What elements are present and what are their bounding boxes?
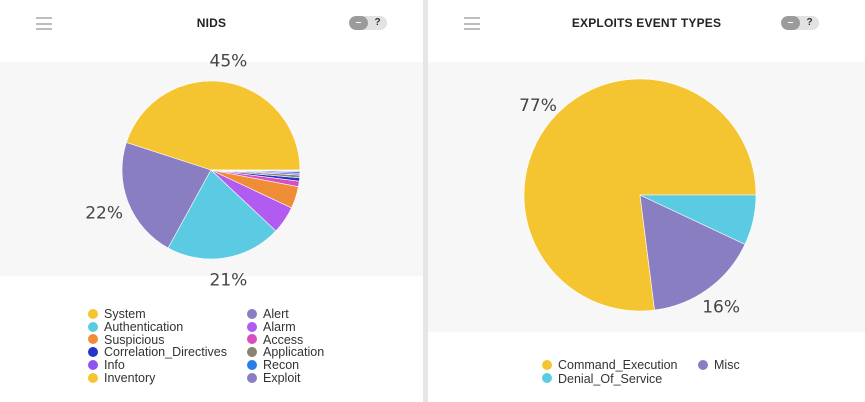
minimize-button[interactable]: – [349, 16, 368, 30]
legend-swatch [88, 321, 98, 332]
legend-item-alarm[interactable]: Alarm [247, 319, 296, 334]
pie-slice-misc[interactable] [639, 194, 746, 311]
legend-swatch [247, 334, 257, 345]
legend-label: Recon [263, 358, 300, 373]
legend-swatch [88, 372, 98, 383]
legend-item-exploit[interactable]: Exploit [247, 372, 301, 385]
legend-label: Application [263, 345, 325, 360]
legend-item-authentication[interactable]: Authentication [88, 319, 184, 334]
legend-swatch [698, 359, 708, 370]
legend-item-denial-of-service[interactable]: Denial_Of_Service [542, 371, 663, 386]
legend-item-suspicious[interactable]: Suspicious [88, 332, 165, 347]
legend-item-application[interactable]: Application [247, 346, 324, 359]
legend-label: Info [104, 358, 125, 373]
legend-swatch [88, 347, 98, 358]
legend-swatch [247, 321, 257, 332]
legend-item-misc[interactable]: Misc [698, 359, 740, 372]
legend-label: Authentication [104, 319, 184, 334]
panel-controls: – ? [781, 16, 819, 30]
pie-slice-authentication[interactable] [167, 169, 277, 260]
legend-item-access[interactable]: Access [247, 332, 304, 347]
legend-label: Denial_Of_Service [558, 371, 663, 386]
legend-label: Suspicious [104, 332, 165, 347]
panel-divider [423, 0, 428, 402]
legend-label: Alert [263, 307, 289, 321]
exploits-pie-chart: 77% 16% [519, 78, 757, 318]
legend-swatch [88, 359, 98, 370]
help-button[interactable]: ? [374, 17, 381, 28]
pie-slice-system[interactable] [125, 80, 301, 171]
legend-item-inventory[interactable]: Inventory [88, 372, 155, 385]
panel-title: EXPLOITS EVENT TYPES [571, 16, 722, 30]
legend-swatch [542, 373, 552, 384]
pie-label-authentication: 21% [210, 271, 248, 291]
legend-item-alert[interactable]: Alert [247, 308, 289, 321]
legend-swatch [542, 359, 552, 370]
legend-label: Correlation_Directives [104, 345, 227, 360]
legend-swatch [88, 334, 98, 345]
legend-swatch [247, 372, 257, 383]
pie-slice-inventory[interactable] [210, 169, 301, 171]
minimize-button[interactable]: – [781, 16, 800, 30]
legend-item-info[interactable]: Info [88, 359, 125, 372]
panel-controls: – ? [349, 16, 387, 30]
hamburger-icon[interactable] [36, 17, 52, 30]
legend-item-system[interactable]: System [88, 308, 146, 321]
legend-label: Inventory [104, 371, 156, 385]
legend-label: Exploit [263, 371, 301, 385]
legend-label: Misc [714, 358, 740, 372]
pie-slice-alert[interactable] [121, 142, 212, 249]
pie-label-alert: 22% [85, 203, 123, 223]
nids-pie-chart: 45% 22% 21% [85, 51, 301, 291]
legend-label: Command_Execution [558, 358, 678, 372]
help-button[interactable]: ? [806, 17, 813, 28]
legend-swatch [88, 308, 98, 319]
legend-swatch [247, 347, 257, 358]
legend-item-recon[interactable]: Recon [247, 359, 299, 372]
panel-title: NIDS [196, 16, 227, 30]
legend-label: Alarm [263, 319, 296, 334]
legend-swatch [247, 308, 257, 319]
legend-swatch [247, 359, 257, 370]
legend-item-correlation-directives[interactable]: Correlation_Directives [88, 346, 227, 359]
legend-item-command-execution[interactable]: Command_Execution [542, 359, 678, 372]
exploits-panel: EXPLOITS EVENT TYPES – ? 77% 16% Command_… [428, 0, 865, 402]
legend-label: Access [263, 332, 304, 347]
nids-panel: NIDS – ? 45% 22% 21% System Authentication S… [0, 0, 423, 402]
legend-label: System [104, 307, 146, 321]
pie-label-command-execution: 77% [519, 96, 557, 116]
hamburger-icon[interactable] [464, 17, 480, 30]
pie-label-system: 45% [210, 51, 248, 71]
pie-slice-denial-of-service[interactable] [639, 194, 757, 245]
pie-label-misc: 16% [702, 298, 740, 318]
